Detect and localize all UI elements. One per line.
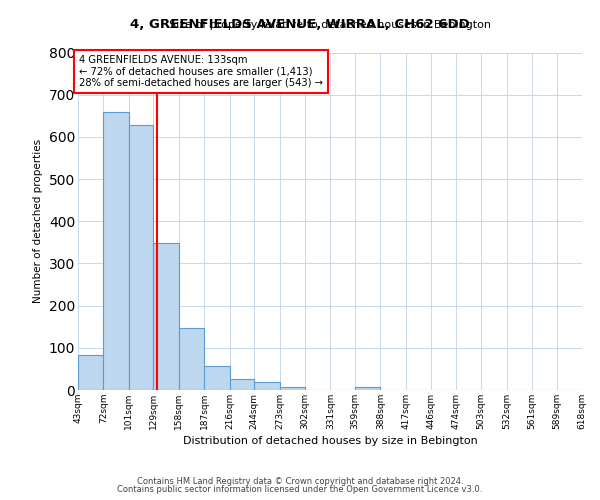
Text: 4 GREENFIELDS AVENUE: 133sqm
← 72% of detached houses are smaller (1,413)
28% of: 4 GREENFIELDS AVENUE: 133sqm ← 72% of de…	[79, 54, 323, 88]
Bar	[204, 366, 230, 390]
Text: Contains HM Land Registry data © Crown copyright and database right 2024.: Contains HM Land Registry data © Crown c…	[137, 477, 463, 486]
Text: Contains public sector information licensed under the Open Government Licence v3: Contains public sector information licen…	[118, 485, 482, 494]
Bar	[129, 125, 154, 390]
Bar	[230, 380, 254, 390]
Bar	[78, 356, 103, 390]
Title: Size of property relative to detached houses in Bebington: Size of property relative to detached ho…	[169, 20, 491, 30]
Bar	[254, 382, 280, 390]
Y-axis label: Number of detached properties: Number of detached properties	[33, 139, 43, 304]
Bar	[154, 243, 179, 390]
Text: 4, GREENFIELDS AVENUE, WIRRAL, CH62 6DD: 4, GREENFIELDS AVENUE, WIRRAL, CH62 6DD	[130, 18, 470, 30]
Bar	[179, 328, 204, 390]
X-axis label: Distribution of detached houses by size in Bebington: Distribution of detached houses by size …	[182, 436, 478, 446]
Bar	[355, 386, 380, 390]
Bar	[103, 112, 129, 390]
Bar	[280, 386, 305, 390]
